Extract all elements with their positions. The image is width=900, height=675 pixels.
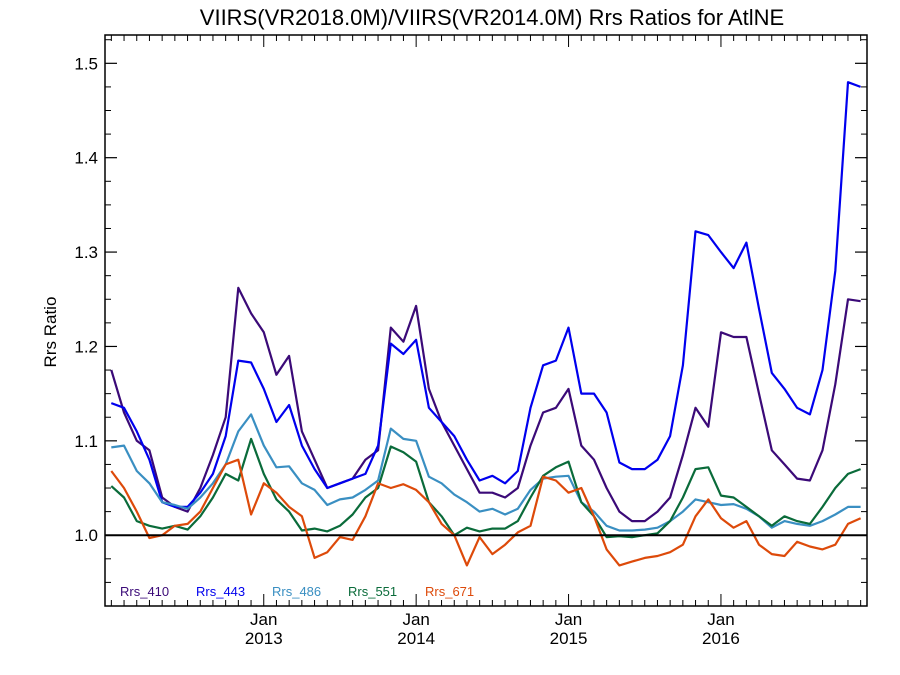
y-tick-label: 1.2 xyxy=(74,337,98,356)
series-line-rrs-410 xyxy=(110,286,861,523)
legend: Rrs_410 Rrs_443 Rrs_486 Rrs_551 Rrs_671 xyxy=(120,584,474,599)
y-axis-ticks: 1.0 1.1 1.2 1.3 1.4 1.5 xyxy=(74,39,867,583)
series-lines xyxy=(110,81,862,567)
y-tick-label: 1.3 xyxy=(74,243,98,262)
x-tick-month-label: Jan xyxy=(707,610,734,629)
y-tick-label: 1.4 xyxy=(74,149,98,168)
x-tick-year-label: 2014 xyxy=(397,629,435,648)
series-line-rrs-551 xyxy=(110,437,861,539)
x-tick-year-label: 2016 xyxy=(702,629,740,648)
legend-entry-rrs-671: Rrs_671 xyxy=(425,584,474,599)
x-tick-year-label: 2015 xyxy=(550,629,588,648)
x-tick-month-label: Jan xyxy=(555,610,582,629)
y-tick-label: 1.1 xyxy=(74,432,98,451)
chart-title: VIIRS(VR2018.0M)/VIIRS(VR2014.0M) Rrs Ra… xyxy=(200,5,784,30)
x-tick-month-label: Jan xyxy=(250,610,277,629)
series-line-rrs-486 xyxy=(111,413,861,532)
legend-entry-rrs-486: Rrs_486 xyxy=(272,584,321,599)
x-tick-year-label: 2013 xyxy=(245,629,283,648)
series-line-rrs-443 xyxy=(110,81,861,508)
legend-entry-rrs-410: Rrs_410 xyxy=(120,584,169,599)
y-tick-label: 1.5 xyxy=(74,54,98,73)
plot-frame xyxy=(104,34,868,607)
legend-entry-rrs-443: Rrs_443 xyxy=(196,584,245,599)
y-tick-label: 1.0 xyxy=(74,526,98,545)
legend-entry-rrs-551: Rrs_551 xyxy=(348,584,397,599)
x-tick-month-label: Jan xyxy=(402,610,429,629)
series-line-rrs-671 xyxy=(110,458,862,567)
y-axis-label: Rrs Ratio xyxy=(41,297,60,368)
